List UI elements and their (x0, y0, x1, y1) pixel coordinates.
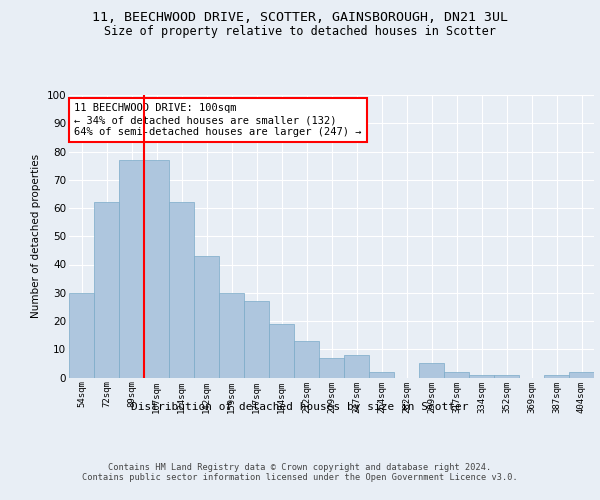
Text: 11 BEECHWOOD DRIVE: 100sqm
← 34% of detached houses are smaller (132)
64% of sem: 11 BEECHWOOD DRIVE: 100sqm ← 34% of deta… (74, 104, 362, 136)
Y-axis label: Number of detached properties: Number of detached properties (31, 154, 41, 318)
Bar (369, 372, 394, 378)
Bar (119, 160, 144, 378)
Bar (344, 355, 369, 378)
Text: 11, BEECHWOOD DRIVE, SCOTTER, GAINSBOROUGH, DN21 3UL: 11, BEECHWOOD DRIVE, SCOTTER, GAINSBOROU… (92, 11, 508, 24)
Bar (94, 202, 119, 378)
Bar (319, 358, 344, 378)
Bar (69, 293, 94, 378)
Bar (144, 160, 169, 378)
Bar (219, 293, 244, 378)
Bar (569, 372, 594, 378)
Bar (269, 324, 294, 378)
Text: Size of property relative to detached houses in Scotter: Size of property relative to detached ho… (104, 24, 496, 38)
Bar (494, 374, 519, 378)
Bar (294, 341, 319, 378)
Bar (544, 374, 569, 378)
Bar (169, 202, 194, 378)
Text: Contains HM Land Registry data © Crown copyright and database right 2024.
Contai: Contains HM Land Registry data © Crown c… (82, 463, 518, 482)
Bar (444, 372, 469, 378)
Bar (194, 256, 219, 378)
Bar (419, 364, 444, 378)
Bar (469, 374, 494, 378)
Bar (244, 301, 269, 378)
Text: Distribution of detached houses by size in Scotter: Distribution of detached houses by size … (131, 402, 469, 412)
